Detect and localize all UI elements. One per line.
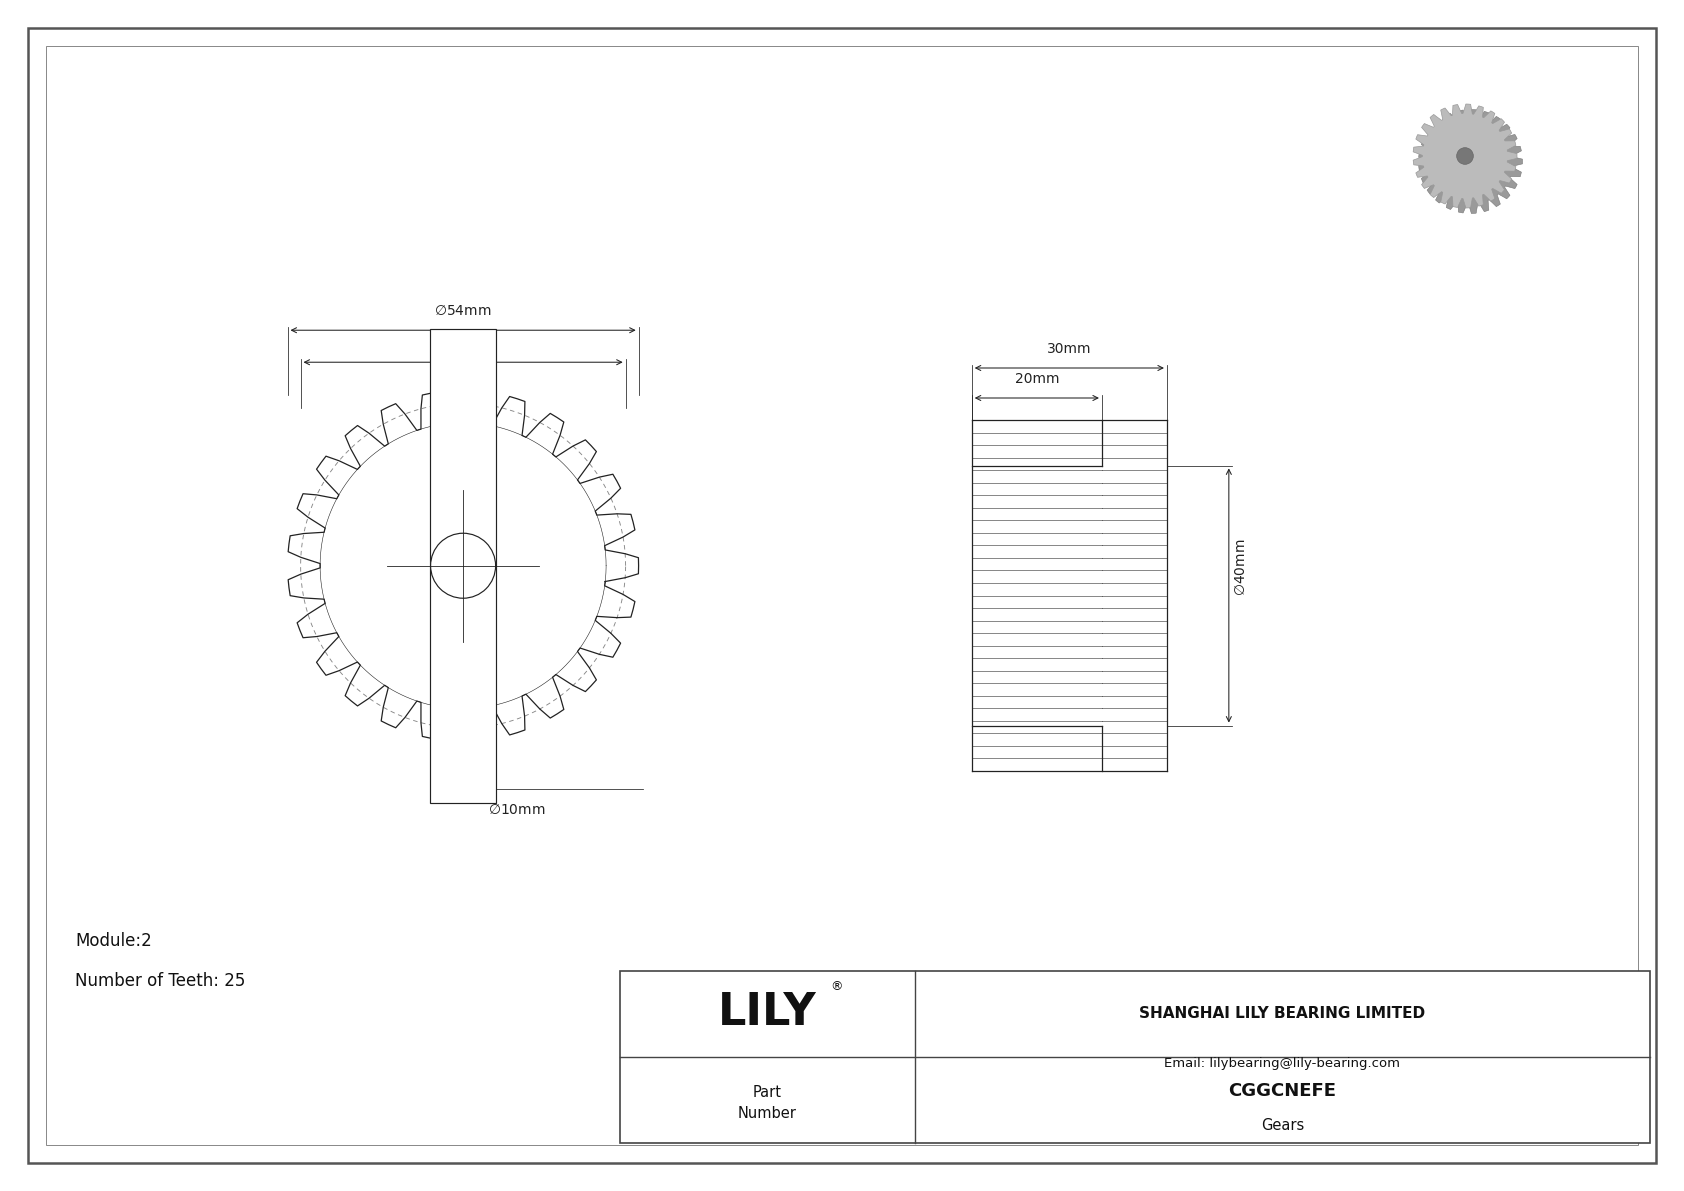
Text: Email: lilybearing@lily-bearing.com: Email: lilybearing@lily-bearing.com [1165, 1058, 1401, 1071]
Text: Gears: Gears [1261, 1118, 1303, 1134]
Text: ®: ® [830, 980, 842, 993]
Polygon shape [288, 391, 638, 741]
Text: 30mm: 30mm [1047, 342, 1091, 356]
Bar [429, 329, 497, 803]
Polygon shape [1418, 110, 1522, 213]
Circle shape [431, 534, 495, 598]
Circle shape [1457, 148, 1474, 164]
Text: Part
Number: Part Number [738, 1085, 797, 1122]
Text: 20mm: 20mm [1014, 372, 1059, 386]
Text: CGGCNEFE: CGGCNEFE [1229, 1083, 1337, 1100]
Polygon shape [1413, 104, 1517, 208]
Bar [972, 420, 1167, 771]
Bar [972, 466, 1101, 725]
Text: $\varnothing$40mm: $\varnothing$40mm [1234, 538, 1248, 596]
Text: LILY: LILY [717, 991, 817, 1034]
Text: $\varnothing$10mm: $\varnothing$10mm [488, 803, 546, 817]
Text: $\varnothing$54mm: $\varnothing$54mm [434, 304, 492, 318]
Text: Number of Teeth: 25: Number of Teeth: 25 [76, 972, 246, 990]
Text: SHANGHAI LILY BEARING LIMITED: SHANGHAI LILY BEARING LIMITED [1140, 1006, 1426, 1022]
Bar [620, 971, 1650, 1143]
Text: $\varnothing$50mm: $\varnothing$50mm [434, 336, 492, 350]
Text: Module:2: Module:2 [76, 933, 152, 950]
